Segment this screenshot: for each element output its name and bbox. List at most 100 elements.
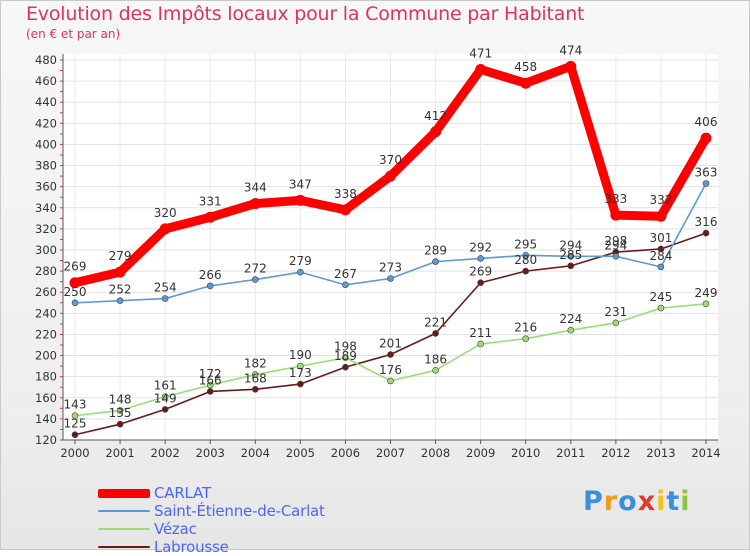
logo-letter: t bbox=[666, 486, 681, 517]
logo-letter: P bbox=[583, 486, 604, 517]
data-label: 471 bbox=[469, 47, 492, 61]
y-tick-label: 300 bbox=[35, 243, 57, 257]
data-label: 333 bbox=[604, 192, 627, 206]
data-point bbox=[702, 180, 710, 187]
data-point bbox=[610, 209, 622, 221]
x-tick-label: 2010 bbox=[511, 446, 540, 460]
data-point bbox=[655, 210, 667, 222]
data-point bbox=[612, 319, 620, 327]
y-tick-label: 200 bbox=[35, 349, 57, 363]
y-tick-label: 320 bbox=[35, 222, 57, 236]
data-point bbox=[116, 420, 124, 428]
data-point bbox=[161, 406, 169, 413]
data-point bbox=[251, 386, 259, 393]
data-label: 149 bbox=[154, 391, 177, 405]
data-point bbox=[522, 251, 530, 259]
data-label: 190 bbox=[289, 348, 312, 362]
data-label: 284 bbox=[649, 249, 672, 263]
data-point bbox=[159, 223, 171, 235]
data-point bbox=[71, 412, 79, 420]
y-tick-label: 440 bbox=[35, 95, 57, 109]
legend-swatch bbox=[98, 546, 150, 548]
data-label: 143 bbox=[64, 398, 87, 412]
x-tick-label: 2003 bbox=[196, 446, 225, 460]
data-label: 289 bbox=[424, 244, 447, 258]
data-label: 458 bbox=[514, 60, 537, 74]
legend-swatch bbox=[98, 528, 150, 530]
data-point bbox=[475, 64, 487, 75]
data-label: 173 bbox=[289, 366, 312, 380]
data-point bbox=[702, 300, 710, 308]
x-tick-label: 2000 bbox=[60, 446, 89, 460]
data-label: 189 bbox=[334, 349, 357, 363]
data-point bbox=[657, 245, 665, 253]
chart-title: Evolution des Impôts locaux pour la Comm… bbox=[26, 3, 585, 25]
y-tick-label: 480 bbox=[35, 53, 57, 67]
data-point bbox=[477, 340, 484, 348]
data-label: 344 bbox=[244, 181, 267, 195]
logo-letter: i bbox=[656, 486, 667, 517]
data-point bbox=[249, 198, 261, 210]
data-label: 279 bbox=[109, 249, 132, 263]
data-point bbox=[477, 279, 484, 287]
data-label: 201 bbox=[379, 337, 402, 351]
data-point bbox=[342, 363, 349, 371]
data-label: 125 bbox=[64, 417, 87, 431]
data-label: 406 bbox=[695, 115, 718, 129]
x-tick-label: 2009 bbox=[466, 446, 495, 460]
y-tick-label: 120 bbox=[35, 433, 57, 447]
data-point bbox=[432, 330, 439, 337]
data-point bbox=[387, 377, 394, 385]
legend-label: CARLAT bbox=[154, 484, 211, 502]
legend-item: Labrousse bbox=[98, 538, 325, 556]
data-point bbox=[339, 204, 351, 216]
data-point bbox=[657, 304, 665, 312]
logo-letter: x bbox=[637, 486, 657, 517]
x-tick-label: 2013 bbox=[646, 446, 675, 460]
data-point bbox=[565, 60, 577, 72]
data-point bbox=[657, 263, 665, 271]
data-point bbox=[206, 381, 214, 389]
data-label: 338 bbox=[334, 187, 357, 201]
legend-swatch bbox=[98, 488, 150, 498]
data-point bbox=[432, 367, 439, 374]
data-label: 266 bbox=[199, 268, 222, 282]
y-tick-label: 180 bbox=[35, 370, 57, 384]
y-tick-label: 160 bbox=[35, 391, 57, 405]
x-tick-label: 2004 bbox=[241, 446, 270, 460]
data-label: 249 bbox=[695, 286, 718, 300]
x-tick-label: 2002 bbox=[151, 446, 180, 460]
data-point bbox=[522, 267, 530, 275]
data-label: 412 bbox=[424, 109, 447, 123]
data-label: 221 bbox=[424, 315, 447, 329]
data-label: 172 bbox=[199, 367, 222, 381]
data-label: 294 bbox=[604, 238, 627, 252]
data-label: 168 bbox=[244, 371, 267, 385]
data-label: 273 bbox=[379, 261, 402, 275]
chart-subtitle: (en € et par an) bbox=[26, 27, 121, 41]
data-point bbox=[71, 299, 79, 307]
data-point bbox=[206, 388, 214, 395]
data-label: 363 bbox=[695, 166, 718, 180]
data-point bbox=[567, 253, 575, 260]
legend-item: CARLAT bbox=[98, 484, 325, 502]
data-point bbox=[294, 194, 306, 206]
data-label: 224 bbox=[559, 312, 582, 326]
data-point bbox=[204, 211, 216, 223]
data-label: 148 bbox=[109, 392, 132, 406]
data-label: 166 bbox=[199, 373, 222, 387]
data-label: 176 bbox=[379, 363, 402, 377]
y-tick-label: 400 bbox=[35, 137, 57, 151]
legend-item: Saint-Étienne-de-Carlat bbox=[98, 502, 325, 520]
data-label: 294 bbox=[559, 238, 582, 252]
data-label: 269 bbox=[64, 260, 87, 274]
data-label: 298 bbox=[604, 234, 627, 248]
data-point bbox=[251, 371, 259, 378]
x-tick-label: 2012 bbox=[601, 446, 630, 460]
data-point bbox=[116, 297, 124, 304]
data-point bbox=[342, 281, 349, 289]
proxiti-logo: Proxiti bbox=[583, 486, 691, 517]
data-label: 231 bbox=[604, 305, 627, 319]
legend-label: Labrousse bbox=[154, 538, 229, 556]
data-label: 182 bbox=[244, 357, 267, 371]
